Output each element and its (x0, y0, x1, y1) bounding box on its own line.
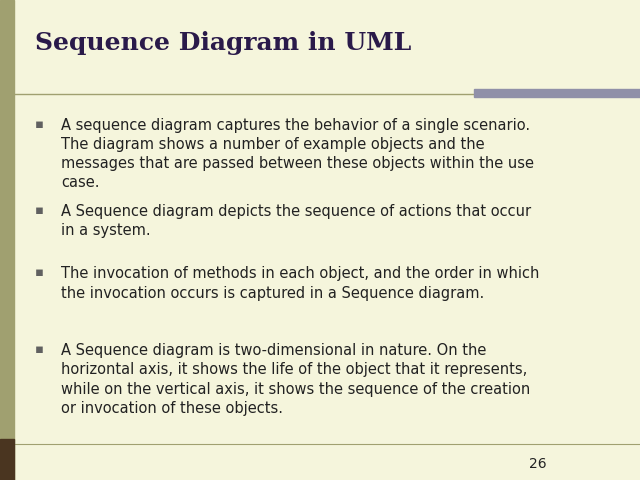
Bar (0, 439, 14, 480)
Text: A sequence diagram captures the behavior of a single scenario.
The diagram shows: A sequence diagram captures the behavior… (61, 118, 534, 190)
Text: ▪: ▪ (35, 266, 44, 279)
Text: Sequence Diagram in UML: Sequence Diagram in UML (35, 31, 412, 55)
Text: ▪: ▪ (35, 118, 44, 131)
Bar (0, 0, 14, 480)
Text: ▪: ▪ (35, 343, 44, 356)
Text: The invocation of methods in each object, and the order in which
the invocation : The invocation of methods in each object… (61, 266, 539, 300)
Text: A Sequence diagram depicts the sequence of actions that occur
in a system.: A Sequence diagram depicts the sequence … (61, 204, 531, 238)
Text: A Sequence diagram is two-dimensional in nature. On the
horizontal axis, it show: A Sequence diagram is two-dimensional in… (61, 343, 530, 416)
Text: 26: 26 (529, 457, 547, 471)
Bar (474, 89, 640, 97)
Text: ▪: ▪ (35, 204, 44, 217)
